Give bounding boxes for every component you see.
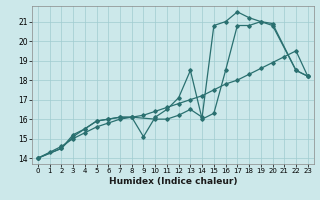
X-axis label: Humidex (Indice chaleur): Humidex (Indice chaleur) xyxy=(108,177,237,186)
